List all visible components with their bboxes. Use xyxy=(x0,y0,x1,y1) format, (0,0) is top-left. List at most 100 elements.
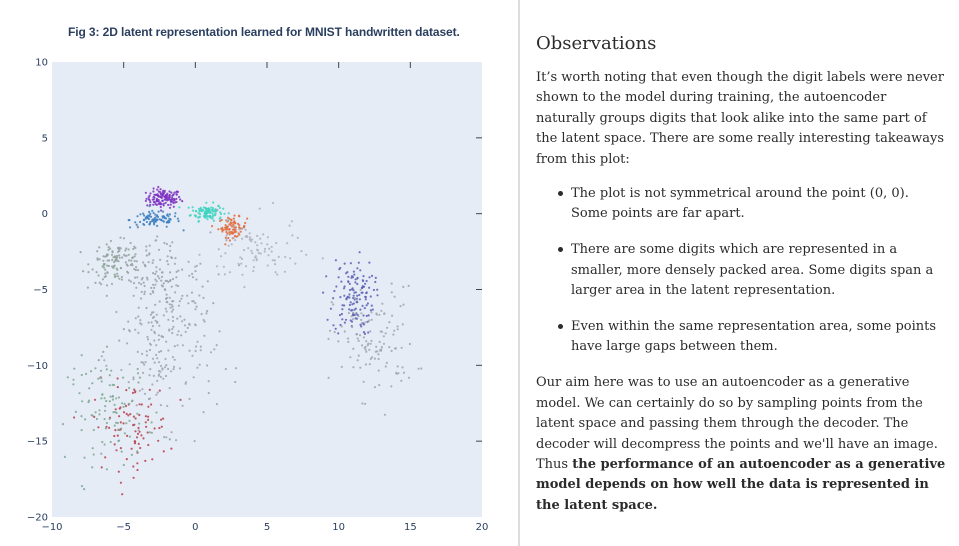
scatter-point xyxy=(206,215,209,218)
scatter-point xyxy=(179,398,182,401)
y-tick-label: 0 xyxy=(42,209,48,220)
scatter-point xyxy=(241,227,244,230)
scatter-point xyxy=(153,427,156,430)
scatter-point xyxy=(150,286,153,289)
scatter-point xyxy=(240,257,244,260)
scatter-point xyxy=(152,190,155,193)
scatter-point xyxy=(180,297,183,300)
scatter-point xyxy=(126,434,129,437)
scatter-point xyxy=(355,317,358,320)
scatter-point xyxy=(168,387,171,390)
scatter-point xyxy=(154,319,157,322)
scatter-point xyxy=(171,305,174,308)
scatter-point xyxy=(165,242,168,246)
scatter-point xyxy=(359,323,362,326)
scatter-point xyxy=(131,391,135,394)
scatter-point xyxy=(333,330,336,334)
scatter-point xyxy=(123,402,126,405)
scatter-point xyxy=(152,283,155,286)
scatter-point xyxy=(193,214,196,217)
scatter-point xyxy=(158,268,161,271)
list-item: The plot is not symmetrical around the p… xyxy=(558,184,948,225)
scatter-point xyxy=(349,262,352,265)
scatter-point xyxy=(104,255,107,258)
scatter-point xyxy=(194,270,197,273)
scatter-point xyxy=(110,253,114,256)
scatter-point xyxy=(170,431,173,434)
scatter-point xyxy=(224,236,227,239)
scatter-point xyxy=(97,359,100,362)
scatter-point xyxy=(155,353,158,357)
scatter-point xyxy=(140,283,143,286)
scatter-point xyxy=(87,401,90,404)
scatter-point xyxy=(103,262,106,266)
scatter-point xyxy=(177,304,180,307)
scatter-point xyxy=(129,226,132,229)
scatter-point xyxy=(186,326,189,329)
scatter-point xyxy=(156,188,159,191)
scatter-point xyxy=(252,266,255,269)
scatter-point xyxy=(162,450,165,453)
scatter-point xyxy=(382,342,386,345)
scatter-point xyxy=(167,318,170,321)
scatter-point xyxy=(152,291,155,294)
scatter-point xyxy=(148,342,152,345)
scatter-point xyxy=(378,349,382,352)
scatter-point xyxy=(162,189,165,192)
scatter-point xyxy=(175,276,178,279)
scatter-point xyxy=(244,221,247,225)
scatter-point xyxy=(155,280,158,283)
scatter-point xyxy=(366,302,369,305)
scatter-point xyxy=(341,318,344,321)
scatter-point xyxy=(234,239,237,242)
scatter-point xyxy=(148,374,151,377)
scatter-point xyxy=(368,286,371,289)
scatter-point xyxy=(194,324,197,327)
scatter-point xyxy=(154,220,157,223)
scatter-point xyxy=(378,313,381,316)
scatter-point xyxy=(183,324,187,327)
scatter-point xyxy=(244,228,247,231)
scatter-point xyxy=(364,298,367,301)
scatter-point xyxy=(170,256,173,260)
scatter-point xyxy=(153,222,156,225)
scatter-point xyxy=(145,350,148,353)
scatter-point xyxy=(130,453,133,456)
scatter-point xyxy=(166,301,169,304)
scatter-point xyxy=(175,190,178,193)
scatter-point xyxy=(274,271,277,274)
scatter-point xyxy=(187,260,190,263)
scatter-point xyxy=(107,264,110,268)
scatter-point xyxy=(193,440,196,443)
scatter-point xyxy=(194,302,197,305)
x-tick-label: 15 xyxy=(404,522,417,533)
section-heading: Observations xyxy=(536,33,657,54)
scatter-point xyxy=(151,458,154,461)
scatter-point xyxy=(103,359,106,362)
scatter-point xyxy=(393,347,397,350)
scatter-point xyxy=(148,253,151,256)
scatter-point xyxy=(259,252,262,255)
scatter-point xyxy=(120,450,123,453)
scatter-point xyxy=(235,235,238,238)
scatter-point xyxy=(226,232,229,235)
scatter-point xyxy=(111,251,114,254)
scatter-point xyxy=(347,280,350,283)
scatter-point xyxy=(219,212,223,215)
scatter-point xyxy=(118,277,121,280)
figure-caption: Fig 3: 2D latent representation learned … xyxy=(68,25,460,39)
scatter-point xyxy=(132,282,136,285)
scatter-point xyxy=(113,260,116,264)
scatter-point xyxy=(174,257,177,260)
points-layer xyxy=(61,185,423,496)
scatter-point xyxy=(200,312,203,316)
scatter-point xyxy=(119,481,122,484)
scatter-point xyxy=(332,297,335,300)
scatter-point xyxy=(276,273,279,276)
scatter-point xyxy=(130,447,133,450)
scatter-point xyxy=(338,314,342,317)
scatter-point xyxy=(356,294,359,297)
scatter-point xyxy=(198,210,201,213)
scatter-point xyxy=(116,386,119,389)
scatter-point xyxy=(244,265,248,268)
